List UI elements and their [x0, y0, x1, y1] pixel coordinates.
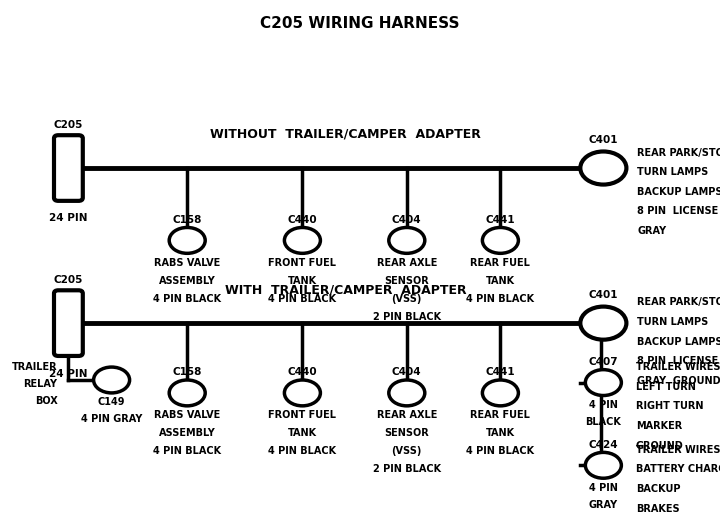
Text: SENSOR: SENSOR — [384, 276, 429, 286]
FancyBboxPatch shape — [54, 135, 83, 201]
Text: (VSS): (VSS) — [392, 294, 422, 304]
Text: C404: C404 — [392, 215, 422, 225]
Text: TANK: TANK — [288, 276, 317, 286]
Text: TANK: TANK — [486, 276, 515, 286]
Text: 4 PIN: 4 PIN — [589, 400, 618, 410]
Circle shape — [482, 380, 518, 406]
Text: RIGHT TURN: RIGHT TURN — [636, 401, 703, 412]
Text: 4 PIN BLACK: 4 PIN BLACK — [467, 294, 534, 304]
Text: C407: C407 — [588, 357, 618, 367]
Text: C158: C158 — [173, 367, 202, 377]
Text: WITH  TRAILER/CAMPER  ADAPTER: WITH TRAILER/CAMPER ADAPTER — [225, 283, 467, 296]
Text: REAR PARK/STOP: REAR PARK/STOP — [637, 147, 720, 158]
Text: TURN LAMPS: TURN LAMPS — [637, 167, 708, 177]
Text: REAR FUEL: REAR FUEL — [470, 257, 531, 268]
Text: 4 PIN: 4 PIN — [589, 482, 618, 493]
Text: C401: C401 — [589, 135, 618, 145]
Text: 4 PIN GRAY: 4 PIN GRAY — [81, 414, 143, 424]
Text: REAR FUEL: REAR FUEL — [470, 410, 531, 420]
Text: BOX: BOX — [35, 396, 58, 406]
Text: REAR AXLE: REAR AXLE — [377, 410, 437, 420]
Text: SENSOR: SENSOR — [384, 428, 429, 438]
Text: MARKER: MARKER — [636, 421, 682, 431]
Text: 4 PIN BLACK: 4 PIN BLACK — [269, 446, 336, 457]
Text: C401: C401 — [589, 290, 618, 300]
Circle shape — [284, 227, 320, 253]
Text: TURN LAMPS: TURN LAMPS — [637, 317, 708, 327]
Text: BACKUP LAMPS: BACKUP LAMPS — [637, 337, 720, 347]
Text: GRAY: GRAY — [589, 499, 618, 510]
Text: TANK: TANK — [486, 428, 515, 438]
Text: RABS VALVE: RABS VALVE — [154, 410, 220, 420]
Text: GROUND: GROUND — [636, 440, 683, 451]
Circle shape — [585, 370, 621, 396]
Text: WITHOUT  TRAILER/CAMPER  ADAPTER: WITHOUT TRAILER/CAMPER ADAPTER — [210, 128, 481, 141]
Text: 24 PIN: 24 PIN — [49, 369, 88, 378]
Text: C440: C440 — [287, 367, 318, 377]
Text: 2 PIN BLACK: 2 PIN BLACK — [373, 464, 441, 475]
Text: FRONT FUEL: FRONT FUEL — [269, 257, 336, 268]
Text: C205 WIRING HARNESS: C205 WIRING HARNESS — [260, 16, 460, 31]
Text: FRONT FUEL: FRONT FUEL — [269, 410, 336, 420]
Circle shape — [389, 380, 425, 406]
Circle shape — [389, 227, 425, 253]
Text: C205: C205 — [54, 120, 83, 130]
Circle shape — [94, 367, 130, 393]
Text: GRAY  GROUND: GRAY GROUND — [637, 376, 720, 386]
Text: TANK: TANK — [288, 428, 317, 438]
Text: C440: C440 — [287, 215, 318, 225]
Text: C149: C149 — [98, 397, 125, 407]
Circle shape — [580, 307, 626, 340]
Text: C441: C441 — [485, 215, 516, 225]
Circle shape — [169, 227, 205, 253]
Text: ASSEMBLY: ASSEMBLY — [159, 276, 215, 286]
Text: BRAKES: BRAKES — [636, 504, 680, 514]
Text: GRAY: GRAY — [637, 226, 666, 236]
Text: BACKUP: BACKUP — [636, 484, 680, 494]
Text: TRAILER WIRES: TRAILER WIRES — [636, 362, 720, 372]
Text: 24 PIN: 24 PIN — [49, 214, 88, 223]
Text: ASSEMBLY: ASSEMBLY — [159, 428, 215, 438]
Circle shape — [169, 380, 205, 406]
Text: REAR AXLE: REAR AXLE — [377, 257, 437, 268]
FancyBboxPatch shape — [54, 291, 83, 356]
Text: 4 PIN BLACK: 4 PIN BLACK — [269, 294, 336, 304]
Text: 4 PIN BLACK: 4 PIN BLACK — [467, 446, 534, 457]
Circle shape — [580, 151, 626, 185]
Text: 2 PIN BLACK: 2 PIN BLACK — [373, 312, 441, 322]
Text: RELAY: RELAY — [24, 379, 58, 389]
Circle shape — [284, 380, 320, 406]
Text: C441: C441 — [485, 367, 516, 377]
Circle shape — [585, 452, 621, 478]
Text: BLACK: BLACK — [585, 417, 621, 427]
Text: C424: C424 — [588, 439, 618, 450]
Text: 4 PIN BLACK: 4 PIN BLACK — [153, 446, 221, 457]
Text: REAR PARK/STOP: REAR PARK/STOP — [637, 297, 720, 308]
Text: TRAILER WIRES: TRAILER WIRES — [636, 445, 720, 455]
Text: 8 PIN  LICENSE LAMPS: 8 PIN LICENSE LAMPS — [637, 356, 720, 367]
Text: C158: C158 — [173, 215, 202, 225]
Text: C205: C205 — [54, 276, 83, 285]
Text: (VSS): (VSS) — [392, 446, 422, 457]
Text: 8 PIN  LICENSE LAMPS: 8 PIN LICENSE LAMPS — [637, 206, 720, 217]
Text: RABS VALVE: RABS VALVE — [154, 257, 220, 268]
Text: LEFT TURN: LEFT TURN — [636, 382, 696, 392]
Text: BACKUP LAMPS: BACKUP LAMPS — [637, 187, 720, 197]
Text: BATTERY CHARGE: BATTERY CHARGE — [636, 464, 720, 475]
Circle shape — [482, 227, 518, 253]
Text: TRAILER: TRAILER — [12, 362, 58, 372]
Text: 4 PIN BLACK: 4 PIN BLACK — [153, 294, 221, 304]
Text: C404: C404 — [392, 367, 422, 377]
